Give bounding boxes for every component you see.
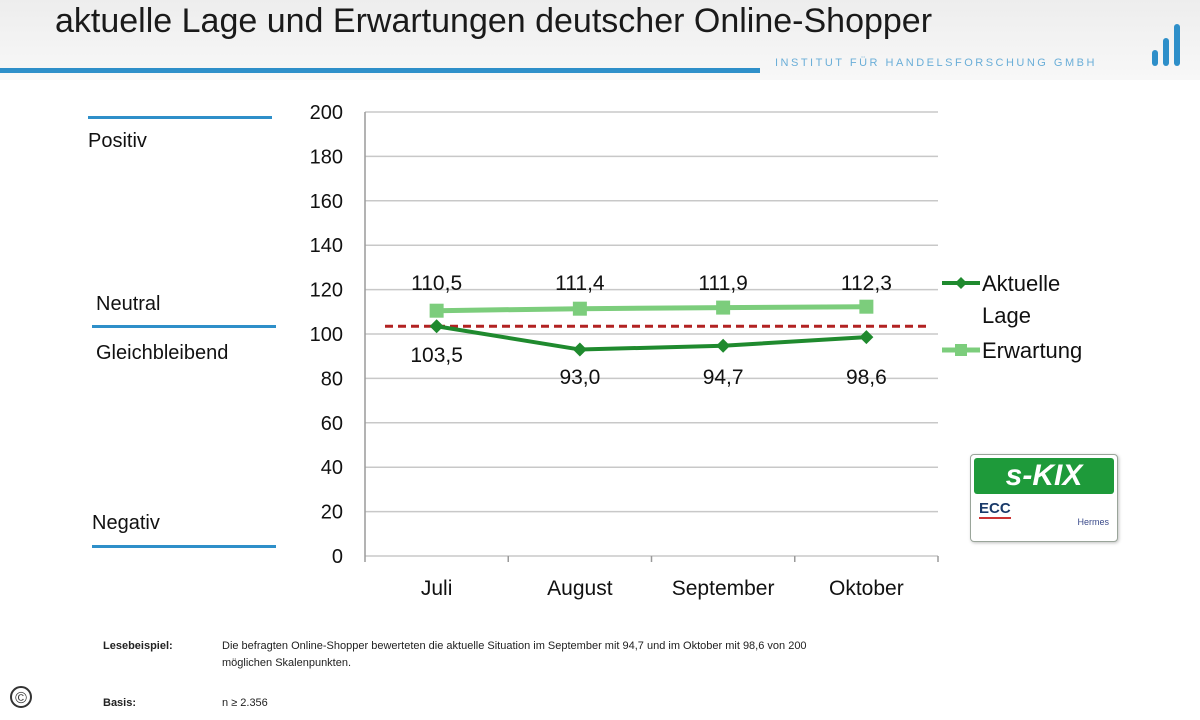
legend-label: Aktuelle xyxy=(982,271,1060,296)
data-point xyxy=(859,330,874,345)
data-label: 98,6 xyxy=(846,366,887,389)
ecc-logo: ECC xyxy=(979,500,1011,519)
positive-line xyxy=(88,116,272,119)
copyright-icon: © xyxy=(10,686,32,708)
y-tick-label: 20 xyxy=(321,502,343,524)
data-point xyxy=(716,338,731,353)
data-label: 93,0 xyxy=(559,366,600,389)
legend-marker xyxy=(955,277,967,289)
data-label: 94,7 xyxy=(703,366,744,389)
basis-label: Basis: xyxy=(103,697,137,709)
y-axis: 0 20 40 60 80 100 120 140 160 180 200 xyxy=(310,102,939,568)
negative-line xyxy=(92,545,276,548)
y-tick-label: 160 xyxy=(310,191,343,213)
skix-badge-title: s-KIX xyxy=(974,458,1114,494)
example-label: Lesebeispiel: xyxy=(103,640,173,652)
unchanged-label: Gleichbleibend xyxy=(96,342,229,364)
x-axis-labels: Juli August September Oktober xyxy=(421,577,904,600)
y-tick-label: 80 xyxy=(321,368,343,390)
basis-text: n ≥ 2.356 xyxy=(222,697,268,709)
y-tick-label: 120 xyxy=(310,280,343,302)
series-lines xyxy=(429,299,874,357)
positive-label: Positiv xyxy=(88,130,147,152)
x-tick-label: Juli xyxy=(421,577,453,600)
x-tick-label: September xyxy=(672,577,775,600)
data-point xyxy=(859,299,874,314)
institute-logo-icon xyxy=(1152,24,1180,66)
y-tick-label: 100 xyxy=(310,324,343,346)
data-point xyxy=(429,319,444,334)
x-tick-label: Oktober xyxy=(829,577,904,600)
y-tick-label: 200 xyxy=(310,102,343,124)
data-label: 112,3 xyxy=(841,272,892,295)
data-label: 110,5 xyxy=(411,272,462,295)
neutral-label: Neutral xyxy=(96,293,161,315)
data-label: 111,9 xyxy=(698,272,747,295)
y-tick-label: 140 xyxy=(310,235,343,257)
example-text-line1: Die befragten Online-Shopper bewerteten … xyxy=(222,640,807,652)
legend-label: Lage xyxy=(982,303,1031,328)
y-tick-label: 0 xyxy=(332,546,343,568)
data-labels: 103,5 93,0 94,7 98,6 110,5 111,4 111,9 112,3 xyxy=(410,272,892,389)
data-label: 103,5 xyxy=(410,344,463,367)
y-tick-label: 180 xyxy=(310,146,343,168)
y-tick-label: 60 xyxy=(321,413,343,435)
page-title: aktuelle Lage und Erwartungen deutscher … xyxy=(55,2,933,40)
x-tick-label: August xyxy=(547,577,613,600)
neutral-line xyxy=(92,325,276,328)
header-bar: aktuelle Lage und Erwartungen deutscher … xyxy=(0,0,1200,80)
skix-badge: s-KIX ECC Hermes xyxy=(970,454,1118,542)
data-point xyxy=(572,342,587,357)
series-line-erwartung xyxy=(436,304,867,314)
legend: Aktuelle Lage Erwartung xyxy=(942,271,1082,363)
series-line-aktuelle-lage xyxy=(436,324,867,352)
example-text-line2: möglichen Skalenpunkten. xyxy=(222,657,352,669)
data-label: 111,4 xyxy=(555,272,605,295)
data-point xyxy=(572,301,587,316)
hermes-logo: Hermes xyxy=(1077,517,1109,527)
header-underline xyxy=(0,68,760,73)
legend-marker xyxy=(955,344,967,356)
data-point xyxy=(716,300,731,315)
institute-name: INSTITUT FÜR HANDELSFORSCHUNG GMBH xyxy=(775,57,1097,69)
legend-label: Erwartung xyxy=(982,338,1082,363)
y-tick-label: 40 xyxy=(321,457,343,479)
data-point xyxy=(429,303,444,318)
grid-lines xyxy=(365,111,938,557)
negative-label: Negativ xyxy=(92,512,160,534)
